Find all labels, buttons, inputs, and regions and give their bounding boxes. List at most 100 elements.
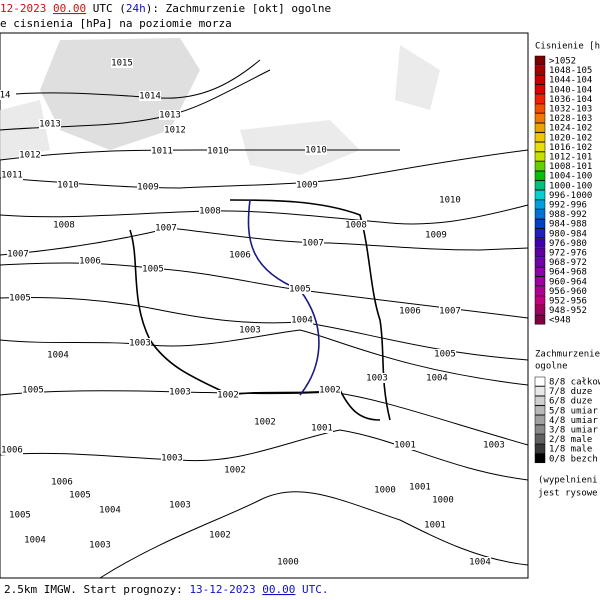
label-bg: [89, 540, 111, 550]
legend-swatch: [534, 161, 546, 171]
isobar-label: 1000: [432, 496, 454, 506]
label-bg: [22, 385, 44, 395]
legend-label: 8/8 całkow: [549, 378, 600, 388]
label-bg: [19, 150, 41, 160]
isobar-label: 1005: [434, 350, 456, 360]
isobar-label: 1002: [209, 531, 231, 541]
legend-swatch: [534, 209, 546, 219]
legend-label: 1020-102: [549, 133, 592, 143]
isobar-label: 1007: [439, 307, 461, 317]
legend-swatch: [534, 238, 546, 248]
legend-title: Cisnienie [hP: [535, 42, 600, 52]
isobar-label: 1006: [399, 307, 421, 317]
label-bg: [424, 520, 446, 530]
isobar-label: 1015: [111, 59, 133, 69]
cloud-shading: [0, 38, 440, 175]
label-bg: [239, 325, 261, 335]
legend-swatch: [534, 84, 546, 95]
isobar-label: 1006: [51, 478, 73, 488]
legend-swatch: [534, 405, 546, 416]
label-bg: [137, 182, 159, 192]
text-segment: 2.5km IMGW. Start prognozy:: [4, 583, 189, 596]
label-bg: [399, 306, 421, 316]
isobar-label: 1005: [69, 491, 91, 501]
label-bg: [291, 315, 313, 325]
label-bg: [374, 485, 396, 495]
isobar-label: 1004: [47, 351, 69, 361]
legend-label: 1008-101: [549, 162, 592, 172]
isobar-label: 1004: [99, 506, 121, 516]
label-bg: [39, 119, 61, 129]
legend-label: 6/8 duze: [549, 397, 592, 407]
isobar-label: 1004: [24, 536, 46, 546]
label-bg: [366, 373, 388, 383]
label-bg: [169, 500, 191, 510]
label-bg: [169, 387, 191, 397]
legend-label: 0/8 bezch: [549, 454, 598, 464]
label-bg: [426, 373, 448, 383]
text-segment: 13-12-2023: [189, 583, 255, 596]
isobar-label: 1005: [9, 294, 31, 304]
legend-label: 1012-101: [549, 153, 592, 163]
legend-note: jest rysowe: [538, 489, 598, 499]
label-bg: [139, 91, 161, 101]
label-bg: [151, 146, 173, 156]
isobar-label: 1006: [79, 257, 101, 267]
isobar-label: 1001: [409, 483, 431, 493]
legend-label: 1040-104: [549, 85, 592, 95]
label-bg: [47, 350, 69, 360]
legend-swatch: [534, 257, 546, 267]
isobar-label: 1007: [302, 239, 324, 249]
isobar-label: 1003: [366, 374, 388, 384]
label-bg: [483, 440, 505, 450]
legend-swatch: [534, 434, 546, 444]
legend-label: 956-960: [549, 287, 587, 297]
isobar-label: 1003: [169, 388, 191, 398]
legend-swatch: [534, 395, 546, 406]
legend-label: 1028-103: [549, 114, 592, 124]
legend-label: 1048-105: [549, 66, 592, 76]
text-segment: ): Zachmurzenie [okt] ogolne: [146, 2, 331, 15]
label-bg: [99, 505, 121, 515]
label-bg: [142, 264, 164, 274]
isobar-label: 1009: [296, 181, 318, 191]
text-segment: [256, 583, 263, 596]
label-bg: [345, 220, 367, 230]
isobar-label: 1000: [374, 486, 396, 496]
legend-swatch: [534, 305, 546, 315]
legend-swatch: [534, 247, 546, 258]
header-title: 12-2023 00.00 UTC (24h): Zachmurzenie [o…: [0, 2, 331, 15]
footer: 2.5km IMGW. Start prognozy: 13-12-2023 0…: [4, 583, 329, 596]
label-bg: [277, 557, 299, 567]
legend-label: 1/8 male: [549, 445, 592, 455]
header-subtitle: e cisnienia [hPa] na poziomie morza: [0, 17, 232, 30]
label-bg: [53, 220, 75, 230]
isobar-label: 1001: [311, 424, 333, 434]
legend-swatch: [534, 386, 546, 396]
legend-swatch: [534, 228, 546, 239]
legend-swatch: [534, 295, 546, 306]
legend-label: 2/8 male: [549, 435, 592, 445]
label-bg: [7, 249, 29, 259]
isobar-label: 1006: [1, 446, 23, 456]
legend-label: 988-992: [549, 210, 587, 220]
isobar-label: 14: [0, 91, 10, 101]
isobar-label: 1012: [19, 151, 41, 161]
isobar-label: 1005: [289, 285, 311, 295]
label-bg: [159, 110, 181, 120]
legend-swatch: [534, 190, 546, 200]
isobar-label: 1010: [207, 147, 229, 157]
isobar-label: 1008: [199, 207, 221, 217]
legend-swatch: [534, 276, 546, 287]
label-bg: [9, 293, 31, 303]
isobar-label: 1006: [229, 251, 251, 261]
isobar-label: 1004: [291, 316, 313, 326]
label-bg: [254, 417, 276, 427]
legend-label: 964-968: [549, 268, 587, 278]
isobar-label: 1002: [224, 466, 246, 476]
label-bg: [224, 465, 246, 475]
isobar-label: 1004: [469, 558, 491, 568]
legend-swatch: [534, 180, 546, 191]
label-bg: [161, 453, 183, 463]
legend-label: 1024-102: [549, 124, 592, 134]
